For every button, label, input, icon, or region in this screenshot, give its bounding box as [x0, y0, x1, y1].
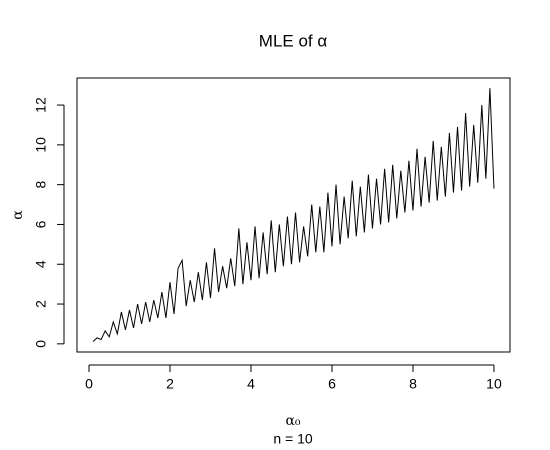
y-tick-label: 10 — [33, 137, 49, 153]
x-tick-label: 2 — [166, 376, 174, 392]
subtitle: n = 10 — [273, 431, 313, 447]
y-tick-label: 12 — [33, 97, 49, 113]
plot-frame — [76, 77, 511, 353]
y-tick-label: 6 — [33, 220, 49, 228]
x-tick-label: 4 — [247, 376, 255, 392]
chart-title: MLE of α — [259, 31, 328, 50]
y-tick-label: 0 — [33, 340, 49, 348]
x-tick-label: 8 — [409, 376, 417, 392]
y-axis-label: α — [10, 210, 26, 220]
x-tick-label: 0 — [85, 376, 93, 392]
x-axis-label: α₀ — [285, 413, 300, 429]
y-tick-label: 4 — [33, 260, 49, 268]
y-tick-label: 2 — [33, 300, 49, 308]
x-tick-label: 6 — [328, 376, 336, 392]
data-line — [92, 88, 495, 342]
y-tick-label: 8 — [33, 181, 49, 189]
x-tick-label: 10 — [486, 376, 502, 392]
